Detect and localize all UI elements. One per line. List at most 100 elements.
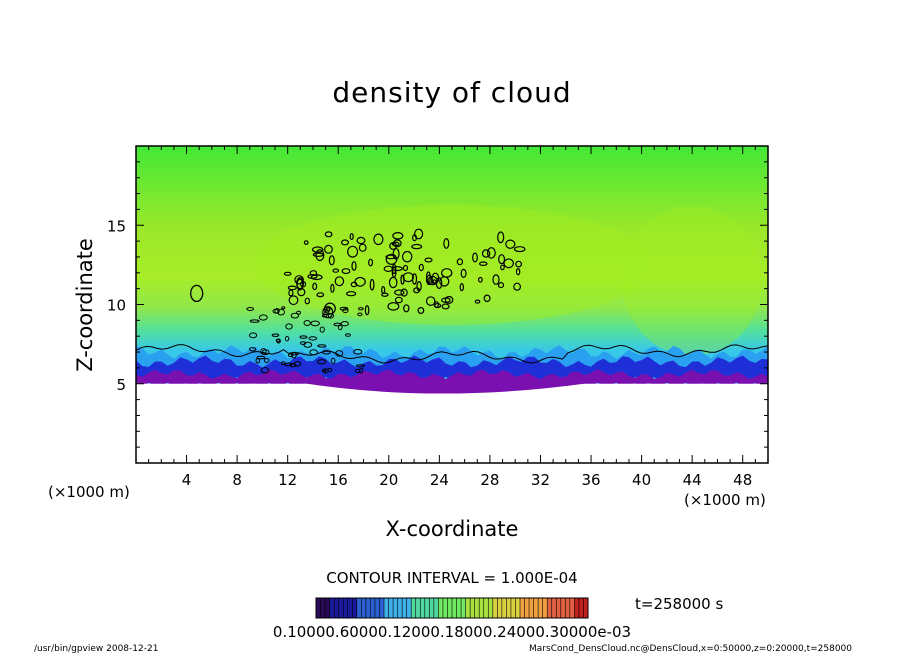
- contour-loop: [358, 307, 364, 311]
- colorbar-cell: [497, 598, 503, 618]
- contour-loop: [358, 367, 364, 374]
- contour-loop: [296, 278, 304, 291]
- colorbar-cell: [361, 598, 367, 618]
- contour-loop: [392, 248, 400, 260]
- contour-loop: [425, 296, 436, 307]
- colorbar-cell: [347, 598, 353, 618]
- y-tick-label: 5: [116, 376, 126, 394]
- colorbar-cell: [343, 598, 349, 618]
- contour-loop: [459, 283, 464, 292]
- contour-loop: [472, 252, 478, 263]
- contour-loop: [498, 254, 506, 265]
- colorbar-cell: [388, 598, 394, 618]
- field-background: [136, 146, 768, 384]
- y-axis-label: Z-coordinate: [73, 238, 97, 372]
- colorbar-cell: [547, 598, 553, 618]
- contour-loop: [280, 361, 286, 366]
- colorbar-cell: [316, 598, 322, 618]
- contour-loop: [317, 344, 327, 348]
- colorbar-cell: [565, 598, 571, 618]
- contour-loop: [299, 335, 308, 339]
- colorbar-cell: [424, 598, 430, 618]
- contour-loop: [327, 313, 334, 319]
- colorbar-cell: [551, 598, 557, 618]
- contour-loop: [417, 307, 425, 315]
- x-tick-label: 4: [182, 471, 192, 489]
- contour-loop: [324, 231, 333, 238]
- colorbar-cell: [320, 598, 326, 618]
- x-tick-label: 8: [232, 471, 242, 489]
- contour-loop: [434, 301, 440, 308]
- contour-loop: [328, 255, 335, 266]
- below-cloud-base: [136, 383, 768, 463]
- contour-loop: [456, 258, 464, 266]
- colorbar-cell: [506, 598, 512, 618]
- contour-loop: [424, 257, 433, 263]
- contour-loop: [391, 263, 397, 275]
- colorbar-cell: [384, 598, 390, 618]
- contour-loop: [402, 250, 413, 263]
- contour-loop: [283, 271, 292, 276]
- contour-loop: [341, 268, 351, 275]
- band-purple: [136, 369, 768, 387]
- colorbar-cell: [429, 598, 435, 618]
- colorbar-cell: [520, 598, 526, 618]
- contour-loop: [281, 306, 286, 310]
- contour-loop: [354, 368, 361, 374]
- contour-loop: [258, 314, 268, 321]
- contour-loop: [351, 261, 357, 271]
- colorbar-cell: [483, 598, 489, 618]
- colorbar-cell: [492, 598, 498, 618]
- contour-loop: [303, 240, 309, 246]
- contour-loop: [356, 236, 366, 245]
- colorbar-cell: [356, 598, 362, 618]
- contour-loop: [335, 350, 344, 357]
- contour-loop: [297, 287, 306, 297]
- contour-loop: [248, 347, 257, 352]
- contour-loop: [474, 299, 481, 304]
- contour-loop: [345, 333, 351, 337]
- colorbar: [315, 597, 589, 619]
- contour-loop: [392, 232, 404, 240]
- colorbar-cell: [438, 598, 444, 618]
- contour-loop: [411, 243, 423, 250]
- contour-loop: [425, 271, 431, 284]
- contour-loop: [483, 294, 491, 303]
- contour-loop: [322, 350, 331, 355]
- contour-loop: [310, 274, 323, 281]
- colorbar-cell: [461, 598, 467, 618]
- contour-loop: [487, 247, 496, 259]
- contour-loop: [431, 272, 440, 284]
- contour-loop: [385, 253, 398, 265]
- colorbar-cell: [479, 598, 485, 618]
- contour-loop: [497, 231, 505, 244]
- colorbar-labels: 0.10000.60000.12000.18000.24000.30000e-0…: [273, 623, 631, 641]
- colorbar-cell: [470, 598, 476, 618]
- contour-loop: [481, 249, 491, 258]
- contour-loop: [369, 278, 375, 291]
- colorbar-cell: [325, 598, 331, 618]
- contour-loop: [332, 268, 340, 273]
- colorbar-cell: [374, 598, 380, 618]
- contour-loop: [334, 276, 345, 287]
- contour-loop: [385, 254, 396, 260]
- contour-loop: [303, 341, 313, 348]
- contour-loop: [418, 263, 424, 272]
- colorbar-cell: [560, 598, 566, 618]
- colorbar-cell: [474, 598, 480, 618]
- contour-loop: [317, 359, 327, 365]
- contour-loop: [394, 289, 405, 296]
- colorbar-cell: [370, 598, 376, 618]
- y-tick-label: 15: [107, 217, 126, 235]
- contour-loop: [500, 264, 505, 271]
- colorbar-frame: [315, 597, 589, 619]
- colorbar-cell: [529, 598, 535, 618]
- colorbar-cell: [583, 598, 589, 618]
- colorbar-cell: [533, 598, 539, 618]
- colorbar-cell: [329, 598, 335, 618]
- contour-loop: [312, 246, 324, 253]
- contour-loop: [324, 309, 330, 316]
- colorbar-cell: [411, 598, 417, 618]
- band-dip-low: [300, 382, 592, 394]
